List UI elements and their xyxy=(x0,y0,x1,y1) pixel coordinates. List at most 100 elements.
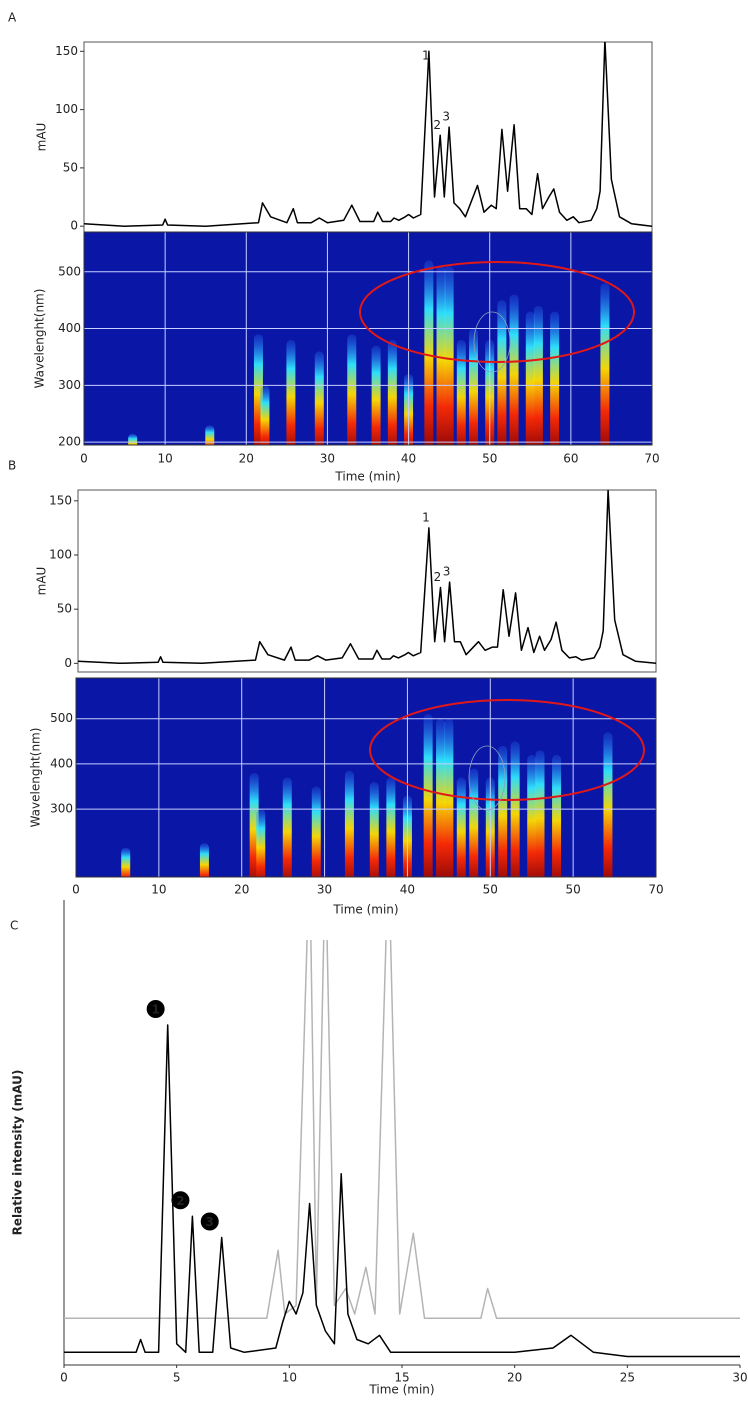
spectral-band xyxy=(347,334,357,445)
peak-marker xyxy=(171,1191,190,1210)
bands xyxy=(128,260,610,445)
spectral-band xyxy=(469,768,479,877)
y-tick-label: 300 xyxy=(58,378,81,392)
y-tick-label: 100 xyxy=(55,102,78,116)
plot-frame xyxy=(83,41,653,233)
bands xyxy=(121,714,613,877)
spectral-band xyxy=(436,718,446,877)
spectral-band xyxy=(424,260,434,445)
x-tick-label: 70 xyxy=(648,883,663,897)
lines xyxy=(78,490,656,665)
x-tick-label: 15 xyxy=(394,1371,409,1385)
panel-letter: B xyxy=(8,459,16,473)
chromatogram-line xyxy=(84,42,652,227)
x-tick-label: 5 xyxy=(173,1371,181,1385)
spectral-band xyxy=(468,328,478,445)
y-tick-label: 200 xyxy=(58,435,81,449)
spectral-band xyxy=(436,266,446,445)
peak-marker xyxy=(200,1212,219,1231)
chromatogram-line xyxy=(64,940,740,1320)
y-axis-label: mAU xyxy=(35,123,49,152)
y-tick-label: 500 xyxy=(58,264,81,278)
panel-letter: C xyxy=(10,919,18,933)
x-tick-label: 10 xyxy=(151,883,166,897)
spectral-band xyxy=(527,754,537,877)
spectral-band xyxy=(444,718,454,877)
spectral-band xyxy=(509,294,519,445)
chromatogram-line xyxy=(78,490,656,665)
spectral-band xyxy=(314,351,324,445)
peak-label: 3 xyxy=(206,1215,214,1229)
y-axis-label: Wavelenght(nm) xyxy=(33,289,47,389)
y-tick-label: 300 xyxy=(50,802,73,816)
x-tick-label: 10 xyxy=(282,1371,297,1385)
heatmap-background xyxy=(76,678,656,877)
x-tick-label: 50 xyxy=(483,883,498,897)
spectral-band xyxy=(386,777,396,877)
spectral-band xyxy=(603,732,613,877)
y-tick-label: 400 xyxy=(58,321,81,335)
peak-label: 3 xyxy=(442,110,450,124)
plot-frame xyxy=(83,231,653,446)
y-tick-label: 400 xyxy=(50,756,73,770)
x-tick-label: 10 xyxy=(158,452,173,466)
x-axis-label: Time (min) xyxy=(334,470,400,484)
lines xyxy=(64,940,740,1358)
spectral-band xyxy=(550,311,560,445)
y-tick-label: 500 xyxy=(50,711,73,725)
y-tick-label: 100 xyxy=(49,548,72,562)
spectral-band xyxy=(260,385,270,445)
spectral-band xyxy=(344,770,354,877)
highlight-ellipse xyxy=(359,261,635,363)
y-axis-label: Wavelenght(nm) xyxy=(29,728,43,828)
x-tick-label: 30 xyxy=(732,1371,747,1385)
x-tick-label: 40 xyxy=(400,883,415,897)
plot-frame xyxy=(77,489,657,673)
x-tick-label: 0 xyxy=(80,452,88,466)
spectral-band xyxy=(256,809,266,877)
peak-label: 3 xyxy=(443,565,451,579)
x-tick-label: 20 xyxy=(234,883,249,897)
spectral-band xyxy=(128,433,138,445)
x-tick-label: 30 xyxy=(317,883,332,897)
spectral-band xyxy=(282,777,292,877)
x-tick-label: 60 xyxy=(563,452,578,466)
spectral-band xyxy=(423,714,433,877)
spectral-band xyxy=(525,311,535,445)
y-tick-label: 150 xyxy=(55,44,78,58)
x-tick-label: 30 xyxy=(320,452,335,466)
spectral-band xyxy=(286,339,296,445)
peak-label: 1 xyxy=(422,510,430,524)
highlight-overlay xyxy=(359,261,645,811)
highlight-ellipse-small xyxy=(473,311,511,373)
x-tick-label: 50 xyxy=(566,883,581,897)
x-tick-label: 40 xyxy=(401,452,416,466)
plot-frame xyxy=(75,677,657,878)
spectral-band xyxy=(510,741,520,877)
spectral-band xyxy=(205,425,215,445)
panel-letter: A xyxy=(8,11,17,25)
lines xyxy=(84,42,652,227)
spectral-band xyxy=(456,777,466,877)
y-tick-label: 0 xyxy=(70,219,78,233)
y-tick-label: 150 xyxy=(49,493,72,507)
spectral-band xyxy=(498,745,508,877)
peak-label: 1 xyxy=(151,1003,159,1017)
y-tick-label: 0 xyxy=(64,656,72,670)
x-tick-label: 0 xyxy=(60,1371,68,1385)
y-tick-label: 50 xyxy=(57,602,72,616)
spectral-band xyxy=(535,750,545,877)
x-tick-label: 50 xyxy=(482,452,497,466)
x-tick-label: 20 xyxy=(239,452,254,466)
peak-label: 2 xyxy=(434,570,442,584)
x-tick-label: 20 xyxy=(507,1371,522,1385)
spectral-band xyxy=(387,339,397,445)
peak-label: 2 xyxy=(433,118,441,132)
x-axis-label: Time (min) xyxy=(368,1383,434,1397)
spectral-band xyxy=(444,266,454,445)
y-axis-label: Relative intensity (mAU) xyxy=(11,1070,25,1236)
spectral-band xyxy=(199,843,209,877)
